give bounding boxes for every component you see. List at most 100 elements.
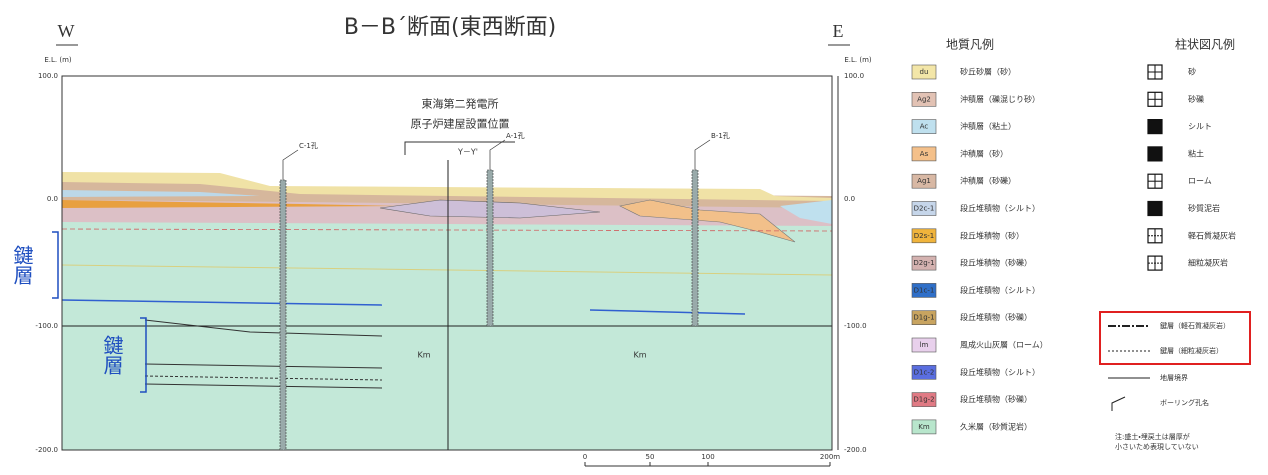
title: B－B´断面(東西断面) bbox=[344, 15, 556, 40]
legend-leader bbox=[1111, 396, 1126, 411]
legend-label: 段丘堆積物（砂礫） bbox=[960, 394, 1032, 404]
legend-swatch bbox=[911, 310, 937, 326]
column-icon bbox=[1147, 200, 1163, 217]
legend-label: 細粒凝灰岩 bbox=[1188, 258, 1228, 268]
borehole-leader bbox=[282, 149, 299, 180]
legend-swatch bbox=[911, 255, 937, 271]
legend-code: D1c-2 bbox=[914, 368, 935, 376]
legend-swatch bbox=[911, 419, 937, 435]
site-label: 東海第二発電所 bbox=[422, 97, 499, 111]
layer-ac bbox=[780, 200, 832, 224]
key-bed-line bbox=[144, 383, 383, 389]
legend-label: 段丘堆積物（砂礫） bbox=[960, 258, 1032, 268]
legend-label: 段丘堆積物（シルト） bbox=[960, 285, 1040, 295]
site-marker bbox=[404, 141, 515, 155]
layer-sand bbox=[62, 200, 400, 208]
key-bed-line bbox=[144, 319, 383, 337]
elevation-label: 100.0 bbox=[38, 72, 58, 80]
key-bed-line bbox=[144, 363, 383, 369]
frame bbox=[61, 75, 833, 451]
geology-section bbox=[61, 75, 839, 451]
legend-label: 砂 bbox=[1188, 67, 1196, 77]
legend-swatch bbox=[911, 119, 937, 134]
legend-label: 地層境界 bbox=[1160, 373, 1188, 382]
legend-code: D1g-2 bbox=[913, 396, 934, 404]
elevation-label: -200.0 bbox=[35, 446, 58, 454]
elevation-label: 0.0 bbox=[844, 195, 855, 203]
key-bed-label: 鍵層 bbox=[10, 245, 34, 285]
legend-label: 段丘堆積物（シルト） bbox=[960, 367, 1040, 377]
legend-code: du bbox=[920, 68, 929, 76]
section-line-label: Y－Y' bbox=[457, 148, 478, 157]
km-formation bbox=[62, 206, 832, 450]
formation-label: Km bbox=[633, 351, 646, 360]
borehole-column bbox=[486, 169, 494, 327]
borehole-label: B-1孔 bbox=[711, 132, 730, 140]
legend-code: D1c-1 bbox=[914, 286, 935, 294]
layer-dune bbox=[62, 172, 832, 201]
legend-swatch bbox=[911, 364, 937, 380]
legend-swatch bbox=[911, 283, 937, 298]
legend-swatch bbox=[911, 392, 937, 407]
legend-code: As bbox=[920, 150, 929, 158]
legend-label: 鍵層（細粒凝灰岩） bbox=[1160, 346, 1223, 355]
elevation-label: -100.0 bbox=[844, 322, 867, 330]
layer-clay bbox=[62, 190, 260, 197]
legend-code: D2g-1 bbox=[913, 259, 934, 267]
borehole-column bbox=[279, 179, 287, 451]
legend-swatch bbox=[911, 146, 937, 162]
legend-label: ローム bbox=[1188, 177, 1212, 186]
borehole-label: A-1孔 bbox=[506, 132, 525, 140]
legend-code: D2s-1 bbox=[914, 232, 934, 240]
layer-tan bbox=[62, 178, 832, 208]
boundary-line bbox=[61, 264, 833, 276]
bracket bbox=[52, 231, 59, 299]
key-bed-label: 鍵層 bbox=[100, 335, 124, 375]
site-label: 原子炉建屋設置位置 bbox=[411, 118, 510, 131]
legend-swatch bbox=[911, 92, 937, 107]
legend-label: 軽石質凝灰岩 bbox=[1188, 230, 1236, 240]
legend-label: 段丘堆積物（砂礫） bbox=[960, 312, 1032, 322]
legend-title: 地質凡例 bbox=[946, 37, 994, 52]
column-icon bbox=[1147, 146, 1163, 162]
legend-label: ボーリング孔名 bbox=[1160, 398, 1209, 407]
note: 小さいため表現していない bbox=[1115, 442, 1199, 451]
boundary-line bbox=[589, 309, 746, 315]
key-bed-line bbox=[144, 375, 383, 381]
legend-label: 砂丘砂層（砂） bbox=[960, 67, 1016, 77]
scale-label: 100 bbox=[701, 453, 714, 461]
legend-swatch bbox=[911, 337, 937, 353]
legend-title: 柱状図凡例 bbox=[1175, 38, 1235, 52]
direction-east: E bbox=[833, 21, 844, 41]
scale-label: 50 bbox=[646, 453, 655, 461]
legend-code: Ag2 bbox=[917, 95, 931, 103]
legend-label: シルト bbox=[1188, 122, 1212, 131]
legend-label: 粘土 bbox=[1188, 148, 1204, 158]
legend-code: Km bbox=[918, 423, 930, 431]
legend-label: 沖積層（粘土） bbox=[960, 121, 1016, 131]
borehole-leader bbox=[694, 139, 711, 170]
legend-label: 久米層（砂質泥岩） bbox=[960, 421, 1032, 431]
elevation-label: 0.0 bbox=[47, 195, 58, 203]
legend-label: 沖積層（砂） bbox=[960, 148, 1008, 158]
highlight-box bbox=[1099, 311, 1251, 365]
legend-label: 鍵層（軽石質凝灰岩） bbox=[1160, 321, 1230, 330]
key-bed-line bbox=[61, 228, 833, 232]
legend-swatch bbox=[911, 173, 937, 189]
legend-code: D1g-1 bbox=[913, 314, 934, 322]
borehole-leader bbox=[489, 139, 506, 170]
direction-west: W bbox=[58, 21, 75, 41]
scale-label: 0 bbox=[583, 453, 587, 461]
legend-code: Ag1 bbox=[917, 177, 931, 185]
legend-code: D2c-1 bbox=[914, 205, 935, 213]
axis-unit: E.L. (m) bbox=[844, 56, 872, 64]
borehole-label: C-1孔 bbox=[299, 142, 318, 150]
legend-code: Ac bbox=[920, 123, 929, 131]
legend-label: 砂礫 bbox=[1188, 94, 1204, 104]
formation-label: Km bbox=[417, 351, 430, 360]
legend-label: 沖積層（砂礫） bbox=[960, 176, 1016, 186]
legend-swatch bbox=[911, 201, 937, 216]
column-icon bbox=[1147, 118, 1163, 135]
elevation-label: -100.0 bbox=[35, 322, 58, 330]
